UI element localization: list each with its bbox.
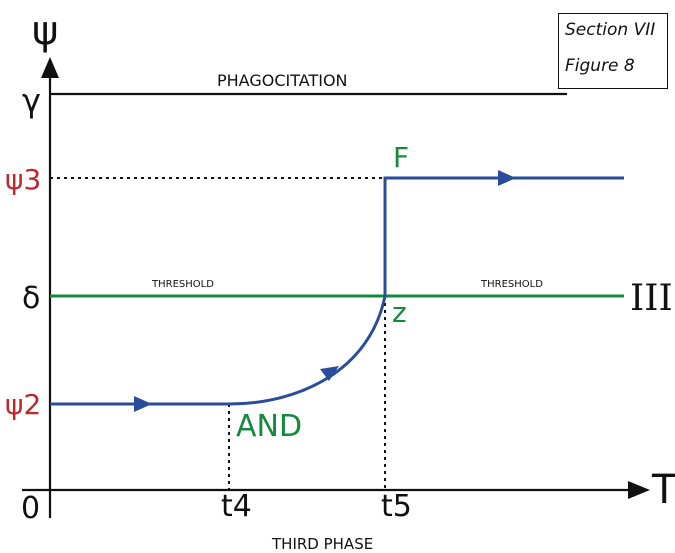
y-tick-psi3: ψ3: [5, 163, 41, 196]
trajectory-path: [50, 176, 624, 406]
caption-section: Section VII: [565, 20, 656, 40]
point-and-label: AND: [236, 409, 302, 444]
x-axis-arrowhead: [628, 481, 650, 499]
arrow-on-psi2-segment: [134, 396, 152, 412]
y-tick-psi2: ψ2: [5, 388, 41, 421]
arrow-on-curve: [320, 366, 339, 381]
y-axis-arrowhead: [41, 57, 59, 78]
y-axis-label: ψ: [32, 8, 58, 54]
point-f-label: F: [393, 141, 409, 174]
x-tick-t4: t4: [221, 489, 252, 524]
arrow-on-psi3-segment: [498, 170, 516, 186]
origin-label: 0: [21, 491, 40, 526]
x-axis-label: T: [651, 467, 675, 513]
threshold-end-label: III: [630, 278, 673, 319]
figure-caption-box: Section VII Figure 8: [558, 13, 668, 89]
x-tick-t5: t5: [381, 489, 412, 524]
phagocitation-label: PHAGOCITATION: [217, 71, 348, 90]
caption-figure: Figure 8: [565, 56, 635, 76]
threshold-label-right: THRESHOLD: [480, 279, 543, 290]
third-phase-label: THIRD PHASE: [271, 535, 373, 553]
point-z-label: z: [392, 296, 407, 329]
y-tick-delta: δ: [22, 281, 40, 316]
threshold-label-left: THRESHOLD: [151, 279, 214, 290]
y-tick-gamma: γ: [22, 82, 41, 120]
